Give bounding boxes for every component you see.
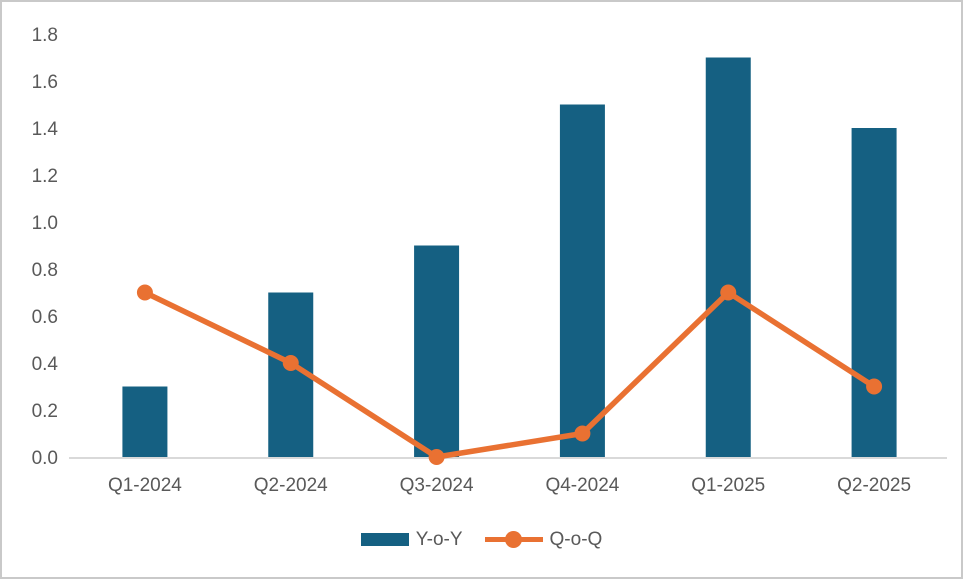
y-axis-tick-label: 1.2 [32,166,58,187]
line-marker-Q4-2024 [574,425,591,442]
yoy-bar-swatch [360,532,409,546]
bar-Q4-2024 [559,104,605,457]
chart-legend: Y-o-Y Q-o-Q [2,524,961,554]
line-marker-Q1-2025 [720,284,737,301]
y-axis-tick-label: 0.0 [32,448,58,469]
y-axis-tick-label: 0.8 [32,260,58,281]
y-axis-tick-label: 0.2 [32,401,58,422]
x-axis-category-label: Q4-2024 [545,475,619,496]
legend-label-yoy: Y-o-Y [415,528,463,550]
y-axis-tick-label: 0.4 [32,354,59,375]
y-axis-tick-label: 1.0 [32,213,58,234]
y-axis-tick-label: 1.8 [32,25,58,46]
x-axis-category-label: Q2-2025 [837,475,911,496]
y-axis-tick-label: 1.6 [32,72,58,93]
legend-item-yoy: Y-o-Y [360,528,463,550]
bar-Q3-2024 [414,245,460,457]
line-marker-Q1-2024 [136,284,153,301]
x-axis-category-label: Q2-2024 [254,475,328,496]
bar-Q1-2024 [122,386,168,457]
line-marker-Q2-2025 [866,378,883,395]
bar-Q2-2025 [851,128,897,457]
x-axis-category-label: Q1-2025 [691,475,765,496]
line-marker-Q2-2024 [282,355,299,371]
y-axis-tick-label: 0.6 [32,307,58,328]
qoq-line-swatch [484,530,543,548]
legend-item-qoq: Q-o-Q [484,528,603,550]
x-axis-category-label: Q3-2024 [400,475,474,496]
bar-Q1-2025 [705,57,751,457]
legend-label-qoq: Q-o-Q [549,528,603,550]
line-series [142,289,877,460]
y-axis-tick-label: 1.4 [32,119,59,140]
line-marker-Q3-2024 [428,449,445,465]
qoq-marker-dot [504,530,522,548]
x-axis-category-label: Q1-2024 [108,475,182,496]
